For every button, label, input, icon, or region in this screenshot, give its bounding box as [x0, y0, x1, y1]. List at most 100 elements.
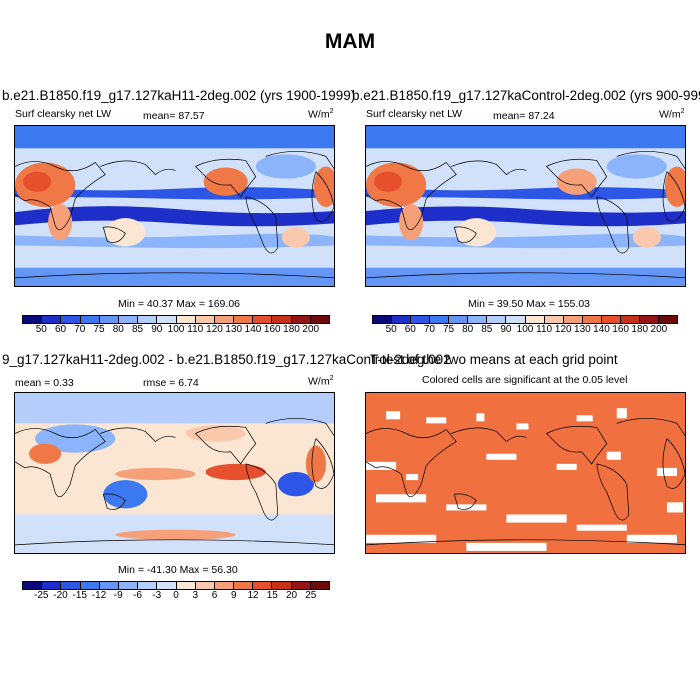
colorbar-difference-swatch [99, 582, 119, 589]
panel2-mean-label: mean= 87.24 [493, 110, 555, 122]
colorbar-difference-tick-label: -3 [152, 590, 162, 601]
panel4-title: T-test of the two means at each grid poi… [370, 352, 618, 367]
colorbar-absolute-2-tick-label: 160 [612, 324, 629, 335]
colorbar-absolute-tick-label: 180 [283, 324, 300, 335]
colorbar-absolute-swatch [195, 316, 215, 323]
colorbar-difference-tick-label: 9 [230, 590, 237, 601]
colorbar-difference-tick-label: 3 [192, 590, 199, 601]
colorbar-absolute-2-tick-label: 50 [385, 324, 397, 335]
colorbar-difference-tick-label: 20 [285, 590, 298, 601]
colorbar-absolute-tick-label: 120 [206, 324, 223, 335]
colorbar-absolute-2-swatch [639, 316, 659, 323]
colorbar-difference-tick-label: -25 [34, 590, 49, 601]
colorbar-difference [22, 581, 330, 590]
panel4-subtitle: Colored cells are significant at the 0.0… [422, 374, 628, 386]
colorbar-difference-swatch [138, 582, 158, 589]
colorbar-absolute-tick-label: 50 [35, 324, 47, 335]
colorbar-absolute-2-swatch [373, 316, 393, 323]
colorbar-absolute-2-swatch [525, 316, 545, 323]
colorbar-absolute-2-swatch [544, 316, 564, 323]
colorbar-absolute [22, 315, 330, 324]
colorbar-absolute-swatch [253, 316, 273, 323]
colorbar-absolute-swatch [176, 316, 196, 323]
colorbar-absolute-2-swatch [430, 316, 450, 323]
colorbar-difference-tick-label: -12 [91, 590, 107, 601]
colorbar-difference-swatch [23, 582, 43, 589]
colorbar-absolute-2-swatch [582, 316, 602, 323]
colorbar-difference-swatch [214, 582, 235, 589]
colorbar-difference-swatch [272, 582, 292, 589]
colorbar-difference-swatch [157, 582, 177, 589]
colorbar-absolute-swatch [23, 316, 43, 323]
colorbar-absolute-2-tick-label: 140 [593, 324, 610, 335]
colorbar-difference-swatch [118, 582, 139, 589]
colorbar-difference-swatch [42, 582, 62, 589]
panel3-coastlines [15, 417, 334, 546]
colorbar-absolute-swatch [42, 316, 62, 323]
panel2-map [365, 125, 686, 287]
colorbar-absolute-2-tick-label: 110 [536, 324, 553, 335]
panel1-minmax: Min = 40.37 Max = 169.06 [118, 298, 240, 310]
colorbar-difference-tick-label: -15 [72, 590, 87, 601]
panel3-units: W/m2 [308, 375, 334, 388]
colorbar-difference-swatch [195, 582, 215, 589]
colorbar-absolute-2-tick-label: 70 [423, 324, 435, 335]
colorbar-absolute-2-swatch [411, 316, 431, 323]
colorbar-absolute-2-swatch [487, 316, 507, 323]
colorbar-absolute-2-tick-label: 130 [574, 324, 591, 335]
colorbar-difference-ticks: -25 -20 -15 -12 -9 -6 -3 0 3 6 9 12 15 20 25 [22, 590, 330, 604]
colorbar-absolute-swatch [272, 316, 292, 323]
colorbar-absolute-swatch [214, 316, 235, 323]
colorbar-absolute-2 [372, 315, 678, 324]
panel1-map [14, 125, 335, 287]
panel4-map [365, 392, 686, 554]
panel3-field [15, 393, 334, 553]
panel1-variable-label: Surf clearsky net LW [15, 108, 112, 120]
colorbar-absolute-tick-label: 100 [167, 324, 185, 335]
colorbar-absolute-tick-label: 70 [74, 324, 86, 335]
colorbar-absolute-2-swatch [468, 316, 488, 323]
colorbar-difference-swatch [234, 582, 254, 589]
colorbar-difference-tick-label: 25 [305, 590, 317, 601]
colorbar-absolute-2-swatch [506, 316, 526, 323]
panel2-title: b.e21.B1850.f19_g17.127kaControl-2deg.00… [352, 88, 700, 103]
colorbar-absolute-tick-label: 60 [54, 324, 67, 335]
colorbar-absolute-2-swatch [658, 316, 677, 323]
colorbar-absolute-tick-label: 90 [151, 324, 163, 335]
panel1-title: b.e21.B1850.f19_g17.127kaH11-2deg.002 (y… [2, 88, 356, 103]
panel2-variable-label: Surf clearsky net LW [366, 108, 463, 120]
colorbar-absolute-tick-label: 200 [302, 324, 320, 335]
colorbar-absolute-swatch [291, 316, 311, 323]
panel1-units: W/m2 [308, 108, 334, 121]
colorbar-absolute-tick-label: 140 [244, 324, 262, 335]
colorbar-absolute-2-tick-label: 120 [554, 324, 572, 335]
panel2-coastlines [366, 150, 685, 279]
colorbar-difference-swatch [176, 582, 196, 589]
panel4-nonsignificant-cells [366, 408, 683, 551]
panel3-rmse-label: rmse = 6.74 [143, 377, 199, 389]
panel4-significance-fill [366, 393, 685, 553]
colorbar-absolute-2-swatch [392, 316, 412, 323]
colorbar-difference-tick-label: 0 [173, 590, 179, 601]
colorbar-absolute-2-tick-label: 200 [650, 324, 668, 335]
panel1-field [15, 126, 334, 286]
panel1-mean-label: mean= 87.57 [143, 110, 205, 122]
colorbar-difference-tick-label: 6 [211, 590, 218, 601]
colorbar-absolute-2-swatch [601, 316, 621, 323]
panel2-field [366, 126, 685, 286]
colorbar-absolute-tick-label: 85 [131, 324, 144, 335]
panel4-coastlines [366, 417, 685, 546]
colorbar-absolute-2-ticks: 50 60 70 75 80 85 90 100 110 120 130 140 160 180 200 [372, 324, 678, 338]
colorbar-difference-tick-label: -6 [133, 590, 142, 601]
panel1-coastlines [15, 150, 334, 279]
panel3-title: 9_g17.127kaH11-2deg.002 - b.e21.B1850.f1… [2, 352, 451, 367]
colorbar-difference-swatch [61, 582, 81, 589]
panel3-minmax: Min = -41.30 Max = 56.30 [118, 564, 238, 576]
colorbar-absolute-swatch [310, 316, 329, 323]
colorbar-difference-swatch [310, 582, 329, 589]
colorbar-absolute-tick-label: 160 [263, 324, 281, 335]
colorbar-absolute-swatch [118, 316, 139, 323]
colorbar-difference-tick-label: -9 [113, 590, 123, 601]
colorbar-difference-tick-label: 12 [247, 590, 259, 601]
colorbar-absolute-2-swatch [620, 316, 640, 323]
